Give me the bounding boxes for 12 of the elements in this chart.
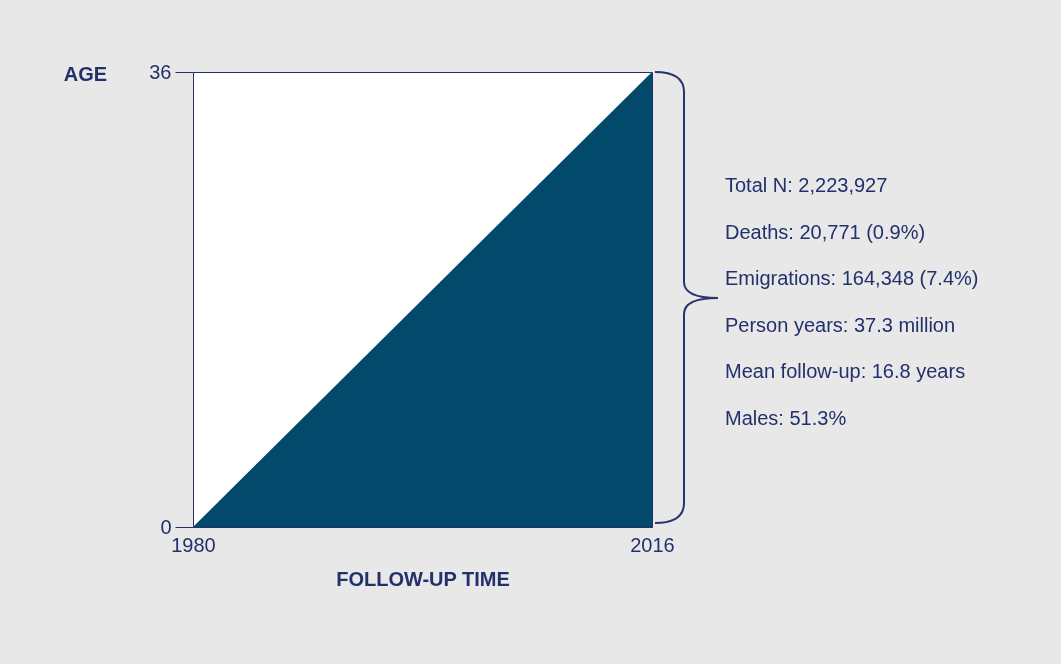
text: Mean follow-up: 16.8 years [725,359,967,385]
text: Person years: 37.3 million [725,312,957,338]
text: Males: 51.3% [725,405,848,431]
y-tick-label: 36 [149,60,172,83]
x-axis-title: FOLLOW-UP TIME [336,567,510,590]
text: Emigrations: 164,348 (7.4%) [725,266,979,292]
y-tick-label: 0 [160,515,172,538]
x-tick-label: 2016 [630,533,675,556]
text: Deaths: 20,771 (0.9%) [725,219,927,245]
y-axis-title: AGE [63,62,108,85]
text: Total N: 2,223,927 [725,173,889,198]
x-tick-label: 1980 [171,533,216,556]
